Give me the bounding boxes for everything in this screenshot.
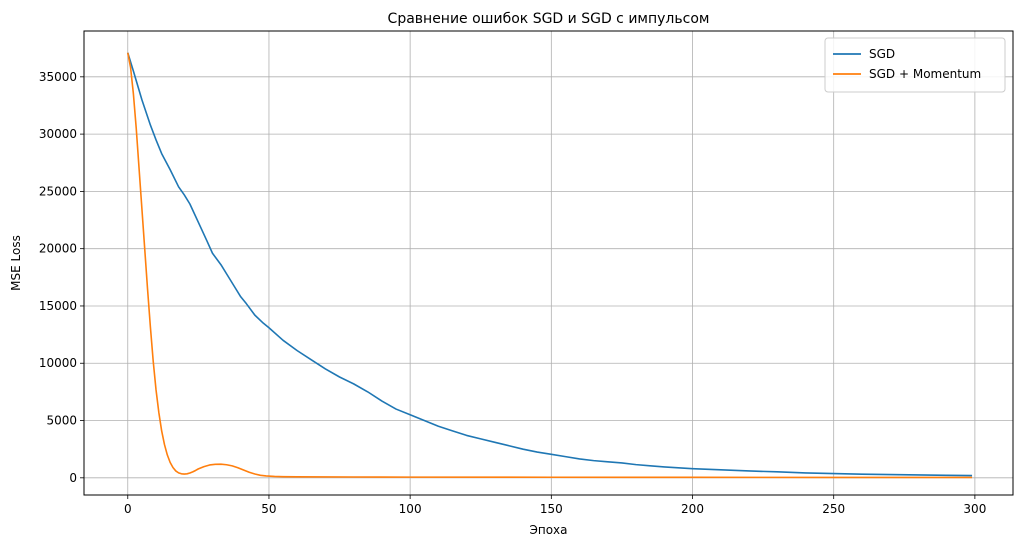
x-tick-label: 150 — [540, 502, 563, 516]
y-tick-label: 20000 — [39, 242, 77, 256]
x-axis-ticks: 0 50 100 150 200 250 300 — [124, 495, 986, 516]
legend-box — [824, 37, 1006, 93]
x-tick-label: 250 — [822, 502, 845, 516]
y-tick-label: 10000 — [39, 356, 77, 370]
y-tick-label: 5000 — [46, 414, 77, 428]
series-line — [126, 52, 973, 479]
x-tick-label: 100 — [399, 502, 422, 516]
legend-label: SGD + Momentum — [869, 67, 981, 81]
y-tick-label: 25000 — [39, 184, 77, 198]
plot-frame — [83, 30, 1014, 496]
grid — [84, 31, 1013, 495]
series-line — [127, 52, 973, 477]
x-tick-label: 300 — [963, 502, 986, 516]
legend-label: SGD — [869, 47, 895, 61]
chart-title: Сравнение ошибок SGD и SGD с импульсом — [388, 11, 710, 27]
x-tick-label: 50 — [261, 502, 276, 516]
y-axis-label: MSE Loss — [9, 235, 23, 291]
x-axis-label: Эпоха — [529, 523, 567, 537]
y-tick-label: 30000 — [39, 127, 77, 141]
y-tick-label: 0 — [69, 471, 77, 485]
legend: SGD SGD + Momentum — [824, 37, 1006, 93]
series-lines — [126, 52, 973, 479]
x-tick-label: 200 — [681, 502, 704, 516]
x-tick-label: 0 — [124, 502, 132, 516]
y-tick-label: 15000 — [39, 299, 77, 313]
y-axis-ticks: 0 5000 10000 15000 20000 25000 30000 35000 — [39, 70, 84, 485]
y-tick-label: 35000 — [39, 70, 77, 84]
